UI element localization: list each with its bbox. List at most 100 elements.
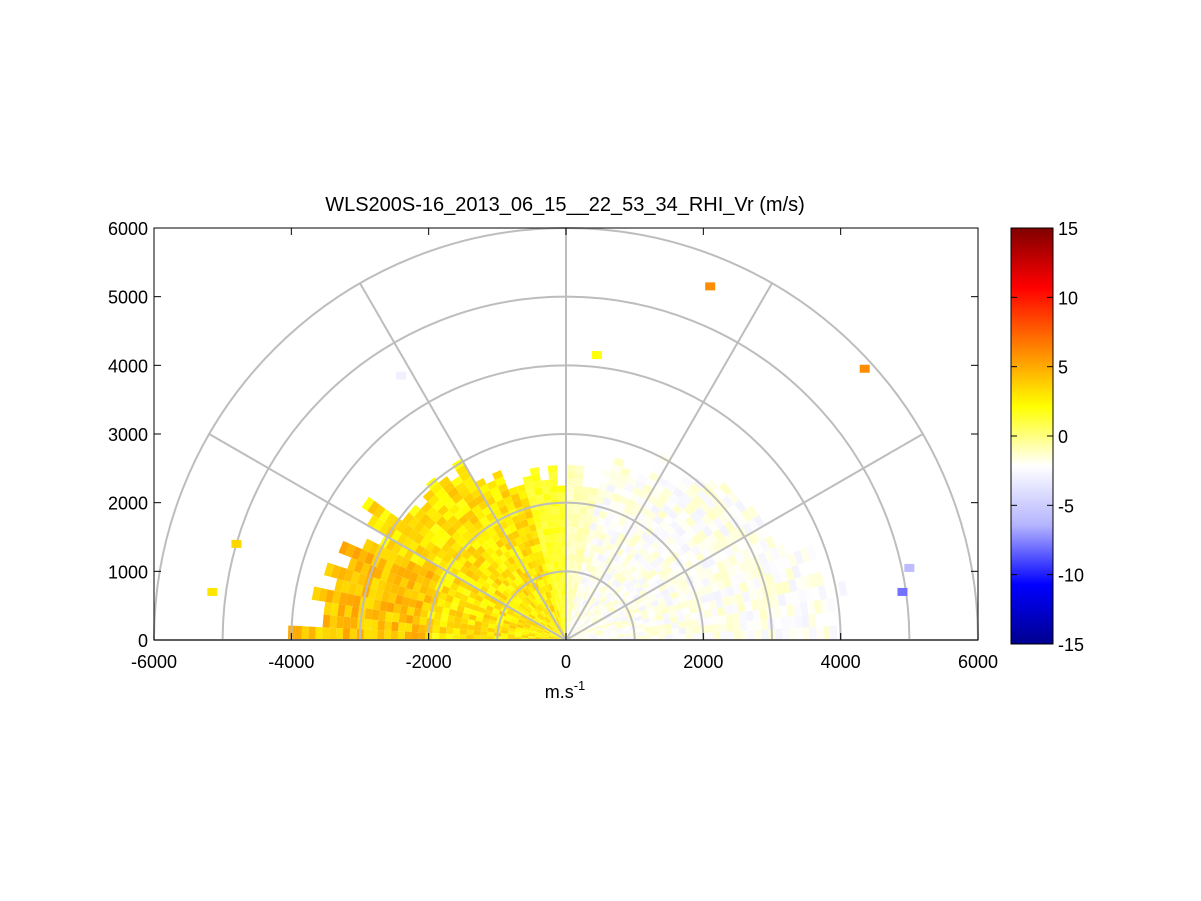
velocity-cell: [540, 621, 547, 627]
velocity-cell: [510, 581, 518, 590]
velocity-cell: [670, 530, 681, 542]
velocity-cell: [529, 630, 537, 634]
velocity-cell: [476, 535, 487, 546]
velocity-cell: [531, 591, 538, 599]
velocity-cell: [591, 566, 599, 575]
velocity-cell: [755, 587, 765, 600]
velocity-cell: [582, 618, 589, 624]
velocity-cell: [408, 571, 419, 583]
velocity-cell: [515, 608, 523, 615]
velocity-cell: [592, 581, 599, 590]
velocity-cell: [542, 592, 548, 601]
velocity-cell: [590, 558, 597, 567]
velocity-cell: [589, 633, 597, 637]
velocity-cell: [489, 486, 501, 497]
velocity-cell: [473, 625, 482, 632]
velocity-cell: [468, 515, 480, 526]
velocity-cell: [685, 549, 696, 560]
velocity-cell: [580, 493, 590, 501]
velocity-cell: [700, 577, 711, 588]
velocity-cell: [407, 516, 420, 530]
y-tick-label: 2000: [108, 494, 148, 514]
velocity-cell: [658, 634, 666, 640]
velocity-cell: [705, 616, 713, 626]
velocity-cell: [567, 623, 570, 630]
velocity-cell: [550, 492, 559, 501]
velocity-cell: [586, 611, 593, 619]
velocity-cell: [577, 604, 582, 612]
velocity-cell: [499, 544, 509, 554]
velocity-cell: [603, 549, 612, 558]
velocity-cell: [353, 560, 365, 574]
velocity-cell: [661, 487, 673, 499]
velocity-cell: [624, 582, 633, 591]
velocity-cell: [508, 523, 518, 533]
velocity-cell: [474, 568, 484, 578]
velocity-cell: [665, 535, 676, 546]
velocity-cell: [505, 502, 516, 512]
velocity-cell: [566, 464, 576, 472]
velocity-cell: [457, 555, 468, 566]
velocity-cell: [614, 621, 623, 627]
velocity-cell: [379, 569, 390, 582]
velocity-cell: [511, 570, 520, 579]
velocity-cell: [597, 603, 605, 611]
velocity-cell: [573, 596, 578, 604]
velocity-cell: [529, 592, 536, 600]
velocity-cell: [363, 629, 371, 640]
velocity-cell: [484, 609, 493, 616]
velocity-cell: [673, 582, 683, 592]
velocity-cell: [507, 633, 515, 638]
velocity-cell: [537, 550, 544, 559]
velocity-cell: [551, 547, 558, 556]
velocity-cell: [386, 602, 395, 613]
velocity-cell: [602, 497, 612, 507]
velocity-cell: [378, 610, 387, 621]
velocity-cell: [583, 549, 590, 558]
velocity-cell: [632, 551, 642, 561]
velocity-cell: [814, 571, 825, 587]
velocity-cell: [830, 625, 838, 640]
velocity-cell: [570, 616, 574, 624]
velocity-cell: [557, 485, 566, 493]
velocity-cell: [522, 626, 531, 631]
velocity-cell: [491, 470, 504, 481]
velocity-cell: [608, 559, 617, 569]
velocity-cell: [380, 548, 392, 561]
velocity-cell: [453, 622, 461, 629]
velocity-cell: [519, 573, 527, 582]
velocity-cell: [528, 632, 536, 636]
velocity-cell: [682, 607, 691, 616]
velocity-cell: [795, 627, 803, 640]
azimuth-spoke: [208, 433, 567, 641]
velocity-cell: [598, 482, 608, 491]
velocity-cell: [707, 574, 717, 585]
velocity-cell: [607, 605, 615, 612]
velocity-cell: [573, 628, 580, 634]
velocity-cell: [611, 578, 619, 587]
velocity-cell: [370, 629, 378, 640]
velocity-cell: [596, 488, 606, 498]
velocity-cell: [595, 630, 603, 634]
colorbar-gradient: [1010, 227, 1054, 645]
velocity-cell: [487, 631, 495, 637]
velocity-cell: [455, 481, 467, 493]
velocity-cell: [485, 546, 495, 556]
velocity-cell: [739, 581, 749, 593]
velocity-cell: [535, 558, 542, 567]
velocity-cell: [528, 634, 536, 637]
velocity-cell: [468, 614, 477, 621]
velocity-cell: [419, 584, 429, 595]
velocity-cell: [495, 566, 504, 575]
velocity-cell: [597, 517, 606, 526]
velocity-cell: [462, 588, 472, 597]
velocity-cell: [802, 627, 810, 640]
velocity-cell: [533, 487, 543, 496]
velocity-cell: [618, 610, 626, 617]
colorbar-tick-label: -5: [1058, 496, 1074, 516]
velocity-cell: [368, 541, 380, 555]
velocity-cell: [377, 620, 386, 631]
velocity-cell: [448, 503, 461, 515]
velocity-cell: [718, 512, 730, 525]
velocity-cell: [569, 602, 572, 610]
